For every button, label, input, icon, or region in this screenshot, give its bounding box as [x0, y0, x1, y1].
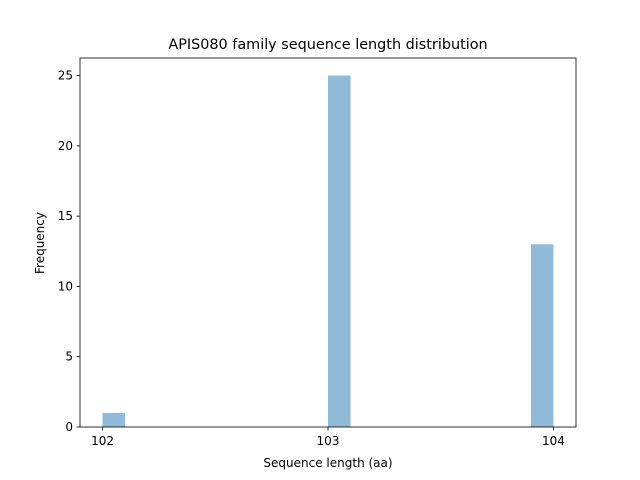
- y-tick-label: 20: [58, 139, 73, 153]
- x-axis-label: Sequence length (aa): [263, 456, 392, 470]
- y-axis-label: Frequency: [33, 212, 47, 274]
- y-tick-label: 15: [58, 209, 73, 223]
- x-tick-label: 103: [317, 434, 340, 448]
- chart-title: APIS080 family sequence length distribut…: [168, 37, 487, 53]
- y-tick-label: 10: [58, 279, 73, 293]
- x-tick-label: 102: [91, 434, 114, 448]
- y-tick-label: 0: [65, 420, 73, 434]
- y-tick-label: 5: [65, 350, 73, 364]
- bar: [102, 412, 126, 427]
- bar: [530, 244, 554, 427]
- y-tick-label: 25: [58, 69, 73, 83]
- bar: [328, 75, 351, 428]
- x-tick-label: 104: [542, 434, 565, 448]
